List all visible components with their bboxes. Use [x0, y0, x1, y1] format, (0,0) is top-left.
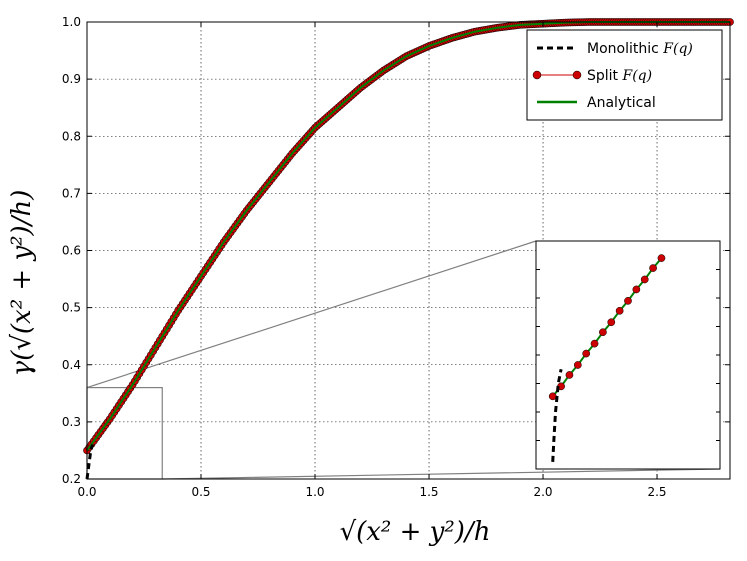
zoom-connector-top — [86, 240, 537, 389]
legend: Monolithic F(q) Split F(q) Analytical — [526, 29, 723, 121]
y-tick-label: 0.4 — [62, 358, 81, 372]
inset-split-marker — [649, 264, 657, 272]
y-tick-label: 0.6 — [62, 244, 81, 258]
inset-split-marker — [599, 328, 607, 337]
y-tick-label: 1.0 — [62, 15, 81, 29]
legend-entry: Split F(q) — [532, 68, 652, 84]
legend-entry: Analytical — [537, 95, 656, 111]
inset-split-marker — [640, 275, 649, 284]
x-tick-label: 1.0 — [305, 485, 324, 499]
y-tick-label: 0.5 — [62, 301, 81, 315]
y-tick-label: 0.2 — [62, 472, 81, 486]
legend-swatch-marker — [532, 70, 542, 80]
inset-split-marker — [607, 318, 616, 327]
inset-split-marker — [582, 349, 591, 358]
zoom-connector-bottom — [162, 468, 721, 480]
inset-split-marker — [573, 361, 582, 369]
inset-monolithic-line — [551, 368, 563, 462]
x-axis-label: √(x² + y²)/h — [340, 517, 491, 547]
inset-split-marker — [632, 285, 641, 294]
legend-entry: Monolithic F(q) — [537, 41, 693, 57]
x-tick-label: 2.0 — [533, 485, 552, 499]
x-tick-label: 1.5 — [419, 485, 438, 499]
inset-split-marker — [624, 297, 632, 305]
inset-chart — [535, 240, 721, 470]
legend-label: Analytical — [587, 95, 656, 111]
inset-split-marker — [615, 306, 624, 315]
y-tick-label: 0.8 — [62, 129, 81, 143]
y-tick-label: 0.3 — [62, 415, 81, 429]
inset-split-marker — [548, 392, 557, 401]
x-tick-label: 2.5 — [647, 485, 666, 499]
inset-split-marker — [657, 254, 666, 262]
inset-split-marker — [565, 371, 574, 379]
ticks-layer: 0.0 0.5 1.0 1.5 2.0 2.5 0.2 0.3 0.4 0.5 0.6 0.7 0.8 0… — [62, 15, 730, 499]
inset-frame — [535, 240, 721, 470]
y-tick-label: 0.9 — [62, 72, 81, 86]
legend-label: Split F(q) — [587, 68, 652, 84]
inset-split-marker — [590, 339, 599, 348]
x-tick-label: 0.5 — [191, 485, 210, 499]
y-axis-label: γ(√(x² + y²)/h) — [7, 190, 37, 377]
legend-label: Monolithic F(q) — [587, 41, 693, 57]
x-tick-label: 0.0 — [77, 485, 96, 499]
series-monolithic-line — [85, 444, 95, 480]
y-tick-label: 0.7 — [62, 186, 81, 200]
legend-swatch-marker — [572, 70, 582, 80]
series-layer — [83, 18, 734, 480]
